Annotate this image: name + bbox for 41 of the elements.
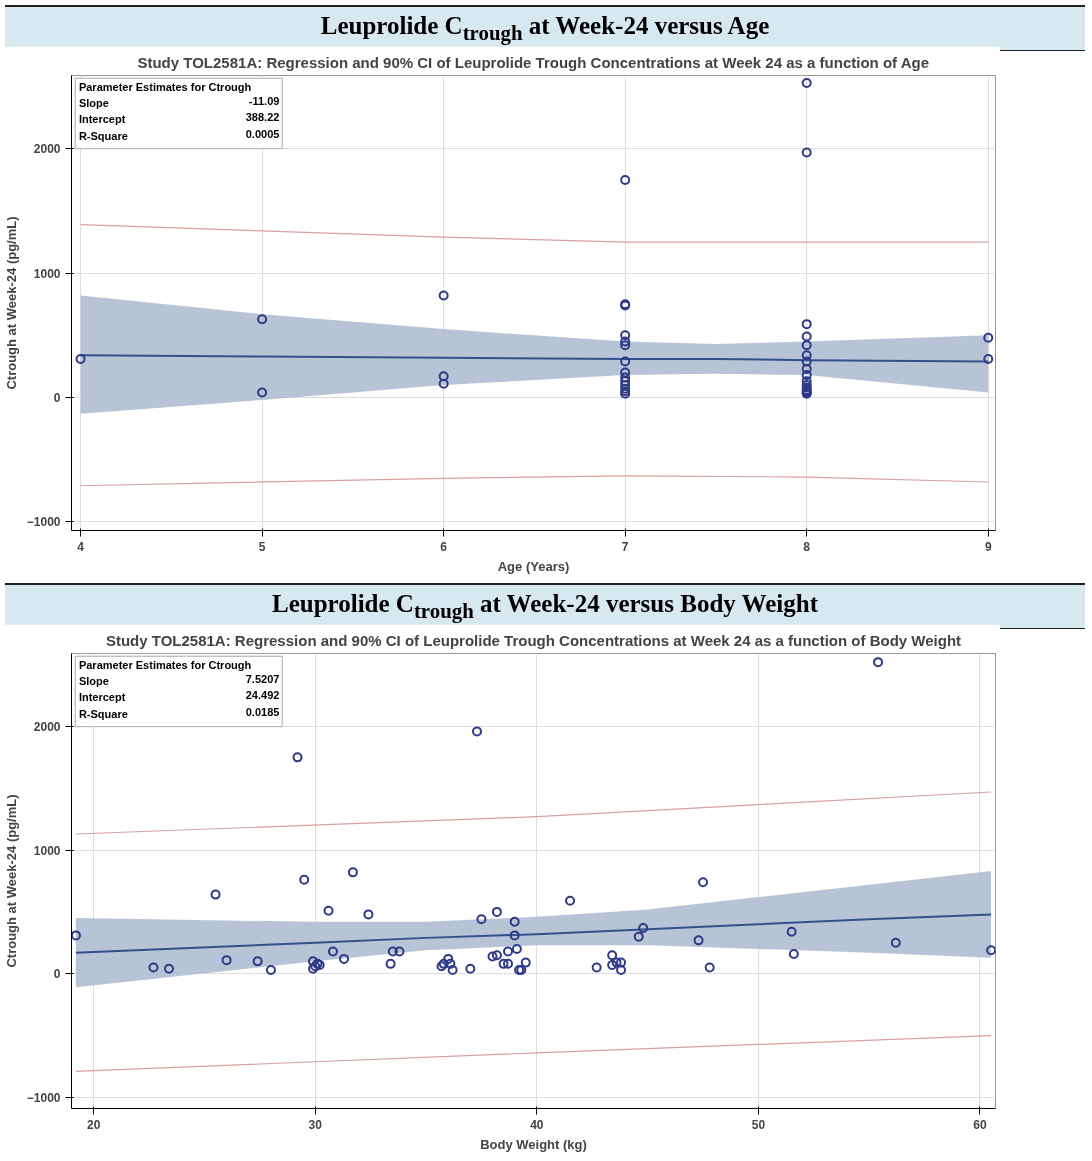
annotation: Intercept [78, 691, 126, 704]
annotation: 0.0005 [245, 127, 280, 140]
annotation: R-Square [78, 707, 128, 720]
annotation: 24.492 [245, 689, 280, 702]
annotation: Parameter Estimates for Ctrough [78, 80, 252, 93]
annotation: -11.09 [248, 95, 280, 108]
y-tick-label: −1000 [26, 515, 61, 530]
annotation: Slope [78, 675, 109, 688]
x-tick-label: 8 [803, 539, 811, 554]
annotation: Parameter Estimates for Ctrough [78, 658, 252, 671]
chart-title: Leuprolide C$_{trough}$ at Week-24 versus Age [5, 5, 1085, 51]
annotation: 0.0185 [245, 705, 280, 718]
x-tick-label: 50 [751, 1117, 766, 1132]
x-tick-label: 7 [621, 539, 629, 554]
x-tick-label: 6 [440, 539, 448, 554]
chart-subtitle: Study TOL2581A: Regression and 90% CI of Leuprolide Trough Concentrations at Week 24 as a function of Body Weight [105, 631, 962, 649]
x-tick-label: 40 [530, 1117, 544, 1132]
annotation: 7.5207 [245, 673, 280, 686]
x-tick-label: 9 [984, 539, 992, 554]
x-tick-label: 20 [86, 1117, 101, 1132]
y-tick-label: 0 [53, 967, 61, 982]
y-tick-label: 2000 [33, 142, 61, 157]
x-tick-label: 30 [308, 1117, 323, 1132]
y-tick-label: 1000 [33, 266, 61, 281]
x-tick-label: 4 [77, 539, 85, 554]
y-tick-label: −1000 [26, 1090, 61, 1105]
y-axis-title: Ctrough at Week-24 (pg/mL) [3, 794, 19, 968]
x-axis-title: Age (Years) [497, 558, 570, 574]
annotation: R-Square [78, 129, 128, 142]
x-tick-label: 5 [258, 539, 266, 554]
y-tick-label: 1000 [33, 843, 61, 858]
chart-subtitle: Study TOL2581A: Regression and 90% CI of Leuprolide Trough Concentrations at Week 24 as a function of Age [137, 53, 929, 71]
y-axis-title: Ctrough at Week-24 (pg/mL) [3, 216, 19, 390]
y-tick-label: 0 [53, 390, 61, 405]
annotation: 388.22 [245, 111, 280, 124]
annotation: Slope [78, 97, 109, 110]
x-axis-title: Body Weight (kg) [480, 1136, 587, 1152]
x-tick-label: 60 [973, 1117, 987, 1132]
y-tick-label: 2000 [33, 719, 61, 734]
annotation: Intercept [78, 113, 126, 126]
chart-title: Leuprolide C$_{trough}$ at Week-24 versus Body Weight [5, 583, 1085, 629]
